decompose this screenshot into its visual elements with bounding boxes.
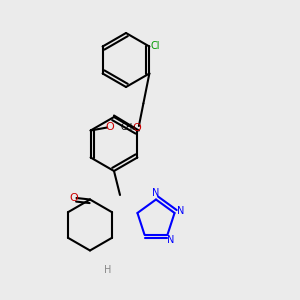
Text: H: H (104, 265, 112, 275)
Text: O: O (69, 193, 78, 203)
Text: CH₃: CH₃ (121, 123, 136, 132)
Text: N: N (152, 188, 160, 199)
Text: O: O (106, 122, 115, 133)
Text: N: N (177, 206, 184, 216)
Text: Cl: Cl (151, 41, 160, 52)
Text: O: O (132, 123, 141, 134)
Text: N: N (167, 235, 175, 244)
